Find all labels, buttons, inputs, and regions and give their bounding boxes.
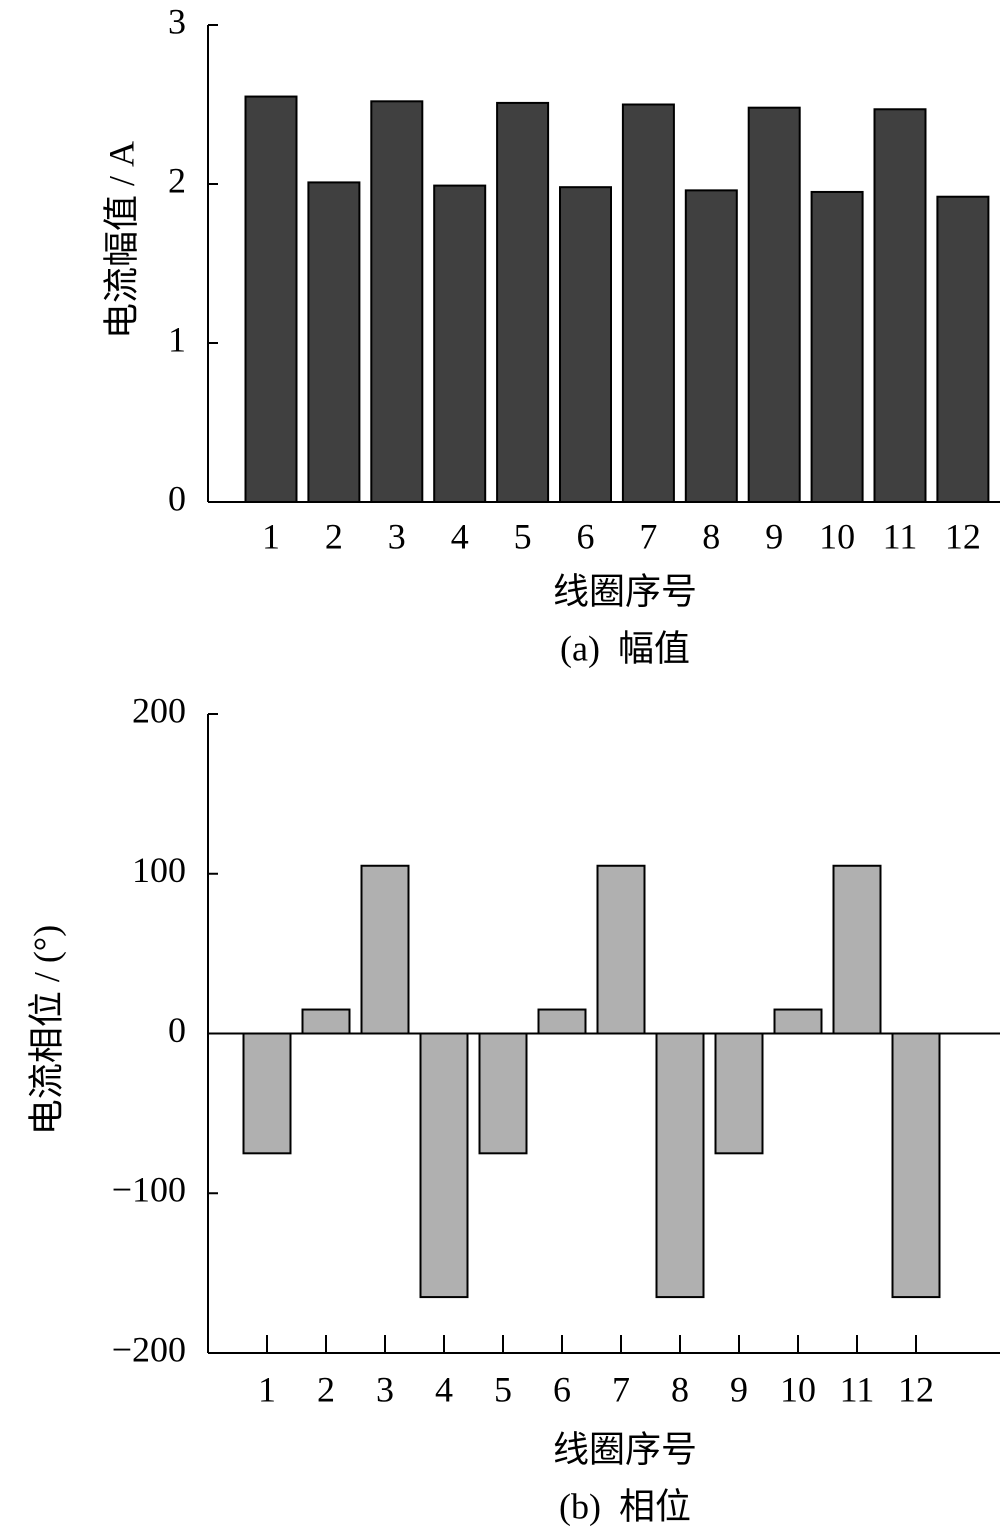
x-tick-label: 2	[325, 516, 343, 556]
x-tick-label: 7	[612, 1369, 630, 1409]
x-tick-label: 8	[702, 516, 720, 556]
x-tick-label: 2	[317, 1369, 335, 1409]
y-tick-label: −100	[112, 1170, 186, 1210]
x-tick-label: 4	[451, 516, 469, 556]
y-tick-label: 0	[168, 478, 186, 518]
y-tick-label: 1	[168, 319, 186, 359]
bar	[832, 864, 882, 1035]
x-tick-label: 11	[883, 516, 918, 556]
bar	[433, 184, 487, 503]
x-tick-label: 12	[898, 1369, 934, 1409]
x-tick-label: 1	[258, 1369, 276, 1409]
y-tick-label: 3	[168, 1, 186, 41]
bar	[244, 95, 298, 504]
caption: (a) 幅值	[560, 628, 690, 668]
x-tick-label: 4	[435, 1369, 453, 1409]
y-tick-label: 0	[168, 1010, 186, 1050]
x-tick-label: 3	[388, 516, 406, 556]
bar	[714, 1032, 764, 1155]
y-tick-label: 100	[132, 850, 186, 890]
bar	[496, 101, 550, 503]
x-tick-label: 10	[819, 516, 855, 556]
bar	[370, 100, 424, 503]
x-tick-label: 7	[639, 516, 657, 556]
bar	[360, 864, 410, 1035]
x-tick-label: 5	[494, 1369, 512, 1409]
x-tick-label: 1	[262, 516, 280, 556]
bar	[478, 1032, 528, 1155]
bar	[684, 189, 738, 504]
x-tick-label: 10	[780, 1369, 816, 1409]
bar	[537, 1008, 587, 1035]
y-tick-label: 2	[168, 160, 186, 200]
x-tick-label: 9	[730, 1369, 748, 1409]
bar	[747, 106, 801, 504]
caption: (b) 相位	[559, 1486, 691, 1526]
bar	[873, 108, 927, 504]
x-tick-label: 6	[553, 1369, 571, 1409]
bar	[655, 1032, 705, 1299]
bar	[773, 1008, 823, 1035]
bar	[621, 103, 675, 503]
y-axis-label: 电流相位 / (°)	[26, 925, 66, 1135]
y-axis-label: 电流幅值 / A	[101, 141, 141, 339]
bar	[419, 1032, 469, 1299]
bar	[301, 1008, 351, 1035]
bar	[936, 195, 990, 503]
x-tick-label: 9	[765, 516, 783, 556]
bar	[559, 186, 612, 503]
x-axis-label: 线圈序号	[553, 571, 697, 611]
x-tick-label: 5	[514, 516, 532, 556]
bar	[810, 190, 864, 503]
x-tick-label: 6	[577, 516, 595, 556]
y-tick-label: −200	[112, 1329, 186, 1369]
x-tick-label: 11	[840, 1369, 875, 1409]
x-tick-label: 3	[376, 1369, 394, 1409]
bar	[242, 1032, 292, 1155]
y-tick-label: 200	[132, 690, 186, 730]
x-tick-label: 8	[671, 1369, 689, 1409]
bar	[596, 864, 646, 1035]
bar	[891, 1032, 941, 1299]
x-axis-label: 线圈序号	[553, 1429, 697, 1469]
x-tick-label: 12	[945, 516, 981, 556]
bar	[307, 181, 361, 503]
